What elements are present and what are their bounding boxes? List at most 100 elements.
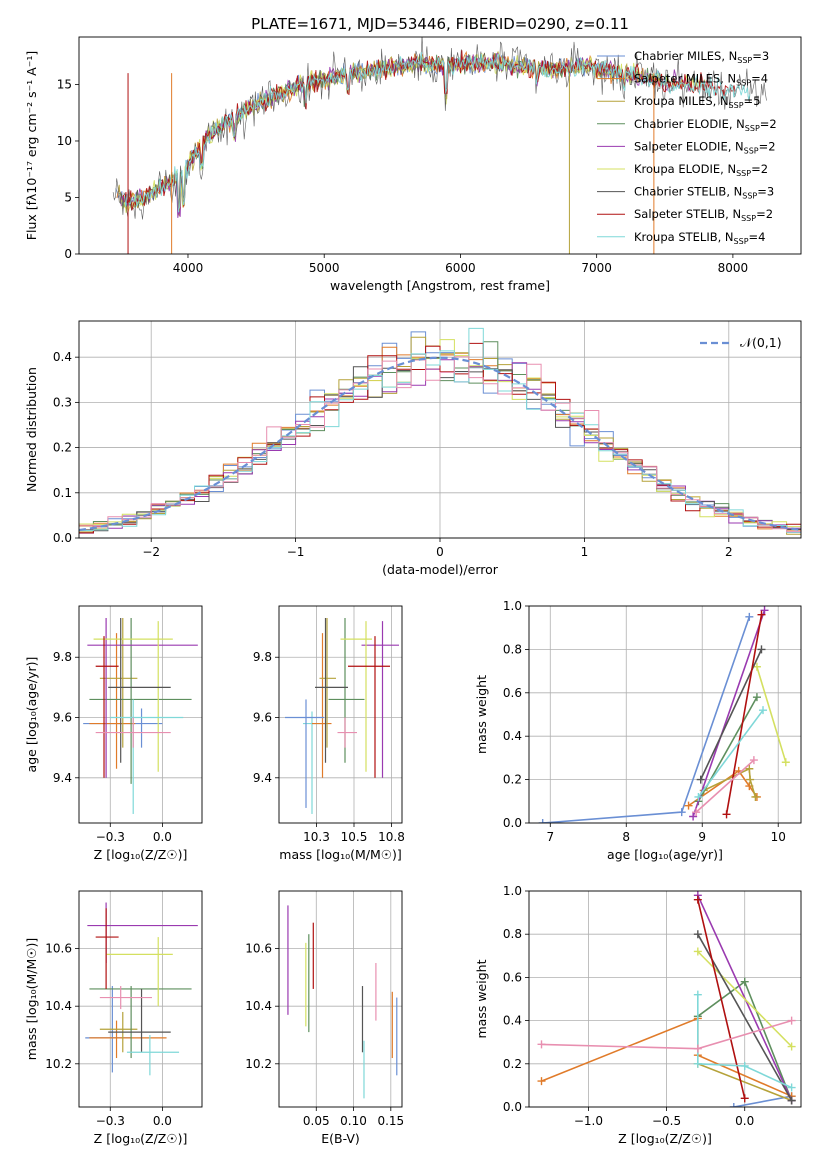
- weight-marker: [781, 758, 790, 767]
- weight-line: [697, 709, 764, 798]
- axes-frame: [528, 890, 802, 1108]
- spectrum-series-3: [117, 50, 661, 217]
- weight-marker: [746, 775, 755, 784]
- panel-age-vs-weight: 7 8 9 10 0.0 0.2 0.4 0.6 0.8 1.0 age [log₁₀(age/yr…: [474, 599, 802, 862]
- plot-area-spectrum: [112, 37, 767, 254]
- y-tick-label: 0.2: [53, 441, 72, 455]
- x-tick-label: 0.05: [303, 1114, 330, 1128]
- weight-marker: [787, 1096, 796, 1105]
- y-tick-label: 0.8: [503, 927, 522, 941]
- error-bar-point: [89, 1020, 167, 1059]
- x-axis-label: (data-model)/error: [382, 562, 499, 577]
- x-tick-label: 9: [698, 830, 706, 844]
- x-axis-label: Z [log₁₀(Z/Z☉)]: [94, 847, 188, 862]
- x-tick-label: 6000: [445, 261, 476, 275]
- x-tick-label: 4000: [173, 261, 204, 275]
- y-tick-label: 9.8: [253, 650, 272, 664]
- figure-title: PLATE=1671, MJD=53446, FIBERID=0290, z=0…: [251, 15, 629, 33]
- legend-entry: Chabrier MILES, NSSP=3: [597, 49, 769, 65]
- legend-label: Kroupa MILES, NSSP=5: [634, 94, 760, 110]
- x-tick-label: 0: [436, 545, 444, 559]
- x-tick-label: 10: [771, 830, 786, 844]
- y-tick-label: 10.6: [45, 942, 72, 956]
- weight-marker: [538, 819, 547, 823]
- x-axis-label: mass [log₁₀(M/M☉)]: [279, 847, 401, 862]
- legend-label: Chabrier ELODIE, NSSP=2: [634, 117, 777, 133]
- legend-entry: Chabrier STELIB, NSSP=3: [597, 185, 774, 201]
- weight-marker: [760, 606, 769, 615]
- error-bar-point: [337, 717, 357, 748]
- x-axis-label: Z [log₁₀(Z/Z☉)]: [94, 1131, 188, 1146]
- weight-line: [697, 933, 793, 1101]
- x-tick-label: 1: [581, 545, 589, 559]
- x-tick-label: −0.3: [96, 1114, 125, 1128]
- weight-line: [756, 666, 787, 763]
- error-bar-point: [340, 621, 372, 772]
- legend-entry: 𝒩(0,1): [700, 335, 782, 350]
- weight-marker: [693, 990, 702, 999]
- y-tick-label: 0.6: [503, 686, 522, 700]
- weight-marker: [693, 895, 702, 904]
- weight-marker: [537, 1040, 546, 1049]
- error-bar-point: [87, 618, 198, 778]
- error-bar-point: [319, 618, 336, 748]
- axes-frame: [278, 605, 403, 824]
- weight-marker: [684, 801, 693, 810]
- y-tick-label: 0: [64, 247, 72, 261]
- error-bar-point: [285, 699, 324, 808]
- weight-line: [703, 767, 757, 798]
- legend-entry: Salpeter MILES, NSSP=4: [597, 72, 768, 88]
- x-tick-label: 10.3: [303, 830, 330, 844]
- legend-label: Chabrier STELIB, NSSP=3: [634, 185, 774, 201]
- y-axis-label: age [log₁₀(age/yr)]: [24, 657, 39, 773]
- normal-curve: [79, 356, 801, 532]
- y-tick-label: 0.0: [503, 816, 522, 830]
- error-bar-point: [95, 636, 119, 778]
- y-tick-label: 0.4: [53, 350, 72, 364]
- y-axis-label: mass [log₁₀(M/M☉)]: [24, 938, 39, 1060]
- weight-marker: [677, 808, 686, 817]
- weight-marker: [757, 645, 766, 654]
- weight-marker: [694, 792, 703, 801]
- weight-marker: [787, 1042, 796, 1051]
- error-bar-point: [108, 988, 171, 1053]
- error-bar-point: [315, 618, 348, 763]
- x-tick-label: 8: [622, 830, 630, 844]
- legend-label: Kroupa ELODIE, NSSP=2: [634, 162, 768, 178]
- weight-marker: [693, 930, 702, 939]
- weight-marker: [759, 706, 768, 715]
- error-bar-point: [106, 937, 173, 1007]
- x-tick-label: −1.0: [574, 1114, 603, 1128]
- plot-area-z-vs-weight: [537, 891, 796, 1107]
- panel-z-vs-age: −0.3 0.0 9.4 9.6 9.8 Z [log₁₀(Z/Z☉)] age [log₁…: [24, 605, 203, 862]
- legend-entry: Salpeter STELIB, NSSP=2: [597, 207, 773, 223]
- error-bar-point: [328, 618, 365, 763]
- panel-z-vs-weight: −1.0 −0.5 0.0 0.0 0.2 0.4 0.6 0.8 1.0 Z [log₁₀(Z/…: [474, 884, 802, 1146]
- weight-marker: [749, 756, 758, 765]
- weight-marker: [692, 808, 701, 817]
- y-tick-label: 9.4: [253, 771, 272, 785]
- panel-z-vs-mass: −0.3 0.0 10.2 10.4 10.6 Z [log₁₀(Z/Z☉)] mass […: [24, 890, 203, 1146]
- weight-marker: [740, 977, 749, 986]
- x-tick-label: 10.5: [341, 830, 368, 844]
- error-bar-point: [95, 717, 171, 748]
- y-tick-label: 0.6: [503, 970, 522, 984]
- weight-line: [692, 610, 766, 817]
- y-tick-label: 0.1: [53, 486, 72, 500]
- x-tick-label: −1: [287, 545, 305, 559]
- axes-frame: [78, 36, 802, 255]
- error-bar-point: [89, 618, 192, 784]
- y-tick-label: 0.2: [503, 1057, 522, 1071]
- legend-label: Salpeter MILES, NSSP=4: [634, 72, 768, 88]
- error-bar-point: [89, 633, 136, 769]
- x-tick-label: 0.10: [340, 1114, 367, 1128]
- spectrum-series-1: [115, 54, 632, 215]
- weight-marker: [696, 775, 705, 784]
- residual-histogram: [79, 327, 801, 533]
- x-axis-label: E(B-V): [321, 1131, 360, 1146]
- x-tick-label: 8000: [718, 261, 749, 275]
- error-bar-point: [312, 633, 332, 778]
- error-bar-point: [126, 1035, 180, 1076]
- x-tick-label: 7: [546, 830, 554, 844]
- x-tick-label: 5000: [309, 261, 340, 275]
